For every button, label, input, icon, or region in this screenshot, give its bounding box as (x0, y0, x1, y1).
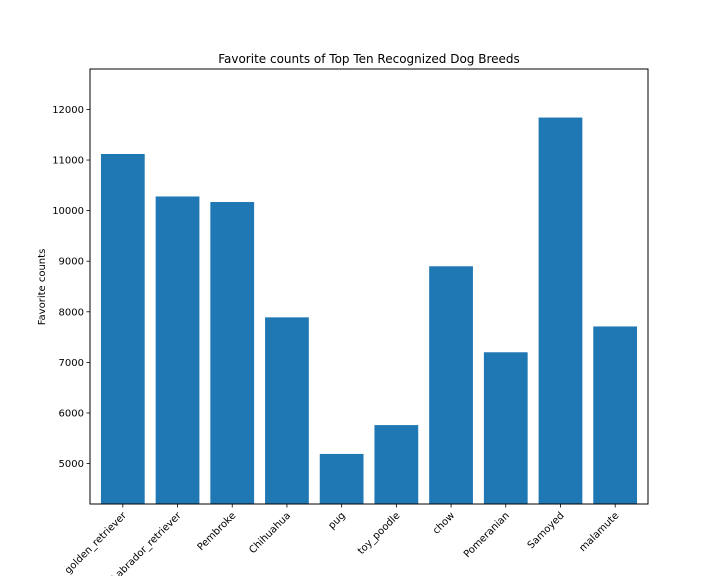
bar-pembroke (210, 202, 255, 504)
x-tick-label: Pembroke (196, 510, 239, 553)
x-tick-label: Chihuahua (247, 510, 293, 556)
x-tick-label: chow (431, 510, 457, 536)
chart-title: Favorite counts of Top Ten Recognized Do… (218, 52, 520, 66)
x-tick-label: pug (327, 510, 348, 531)
y-tick-label: 8000 (59, 307, 84, 318)
bar-malamute (593, 326, 638, 504)
bar-chow (429, 266, 473, 504)
bar-samoyed (538, 117, 583, 504)
x-tick-label: Samoyed (526, 510, 567, 551)
bars-group (100, 117, 638, 505)
y-tick-label: 6000 (59, 408, 84, 419)
y-axis-label: Favorite counts (37, 249, 48, 326)
x-tick-label: Pomeranian (462, 510, 512, 560)
bar-pug (319, 453, 364, 504)
y-tick-label: 7000 (59, 358, 84, 369)
y-axis: 5000 6000 7000 8000 9000 10000 11000 12000 (52, 105, 90, 470)
bar-labrador-retriever (155, 196, 200, 504)
bar-golden-retriever (100, 153, 145, 505)
plot-frame (89, 68, 649, 505)
y-tick-label: 11000 (52, 156, 84, 167)
y-tick-label: 5000 (59, 459, 84, 470)
bar-chihuahua (265, 317, 309, 504)
y-tick-label: 9000 (59, 257, 84, 268)
y-tick-label: 12000 (52, 105, 84, 116)
x-tick-label: toy_poodle (356, 510, 403, 557)
bar-toy-poodle (374, 425, 419, 504)
y-tick-label: 10000 (52, 206, 84, 217)
x-tick-label: malamute (578, 510, 622, 554)
bar-pomeranian (483, 352, 528, 504)
